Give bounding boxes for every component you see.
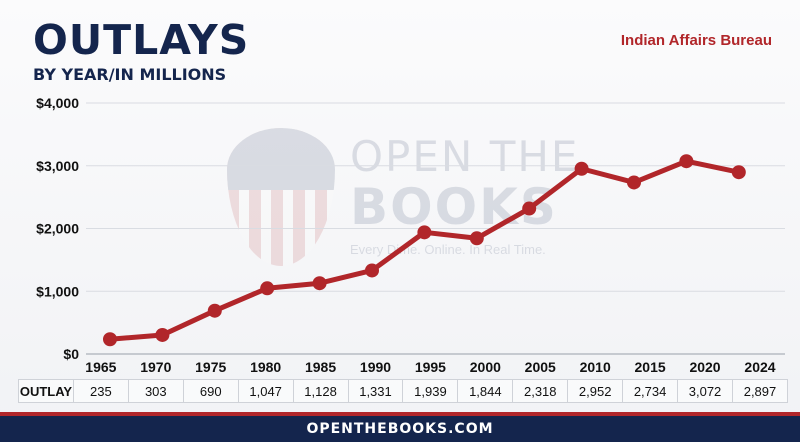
year-label: 2020 [677, 355, 733, 380]
outlay-value: 1,128 [292, 379, 349, 403]
data-point-1995 [417, 225, 432, 240]
agency-label: Indian Affairs Bureau [620, 32, 772, 49]
year-label: 2015 [622, 355, 678, 380]
data-point-1970 [155, 327, 170, 342]
chart-subtitle: BY YEAR/IN MILLIONS [33, 65, 227, 84]
data-point-1990 [365, 263, 379, 278]
year-row: 1965 1970 1975 1980 1985 1990 1995 2000 2005 2010… [18, 355, 788, 380]
outlay-value: 2,952 [567, 379, 624, 403]
outlay-value: 2,318 [512, 379, 569, 403]
outlay-value: 2,734 [622, 379, 679, 403]
year-label: 1985 [293, 355, 349, 380]
outlay-value: 303 [127, 379, 184, 403]
y-tick-label: $2,000 [36, 221, 79, 237]
data-point-1965 [103, 332, 117, 347]
series-line [109, 158, 740, 342]
chart-title: OUTLAYS [33, 16, 250, 64]
data-points [103, 154, 746, 347]
year-label: 1995 [402, 355, 458, 380]
footer-url-link[interactable]: OPENTHEBOOKS.COM [306, 421, 494, 437]
year-label: 1975 [183, 355, 239, 380]
data-point-1975 [207, 303, 222, 318]
outlay-value: 1,844 [457, 379, 514, 403]
data-point-2005 [522, 201, 537, 216]
y-tick-label: $3,000 [36, 158, 79, 174]
outlay-value: 235 [72, 379, 129, 403]
year-label: 2000 [457, 355, 513, 380]
outlay-value: 2,897 [731, 379, 789, 403]
year-label: 1980 [238, 355, 294, 380]
data-table: 1965 1970 1975 1980 1985 1990 1995 2000 2005 2010… [18, 355, 789, 403]
y-tick-labels: $0$1,000$2,000$3,000$4,000 [36, 95, 79, 362]
outlay-value: 1,331 [347, 379, 404, 403]
year-label: 2024 [732, 355, 788, 380]
data-point-2015 [627, 175, 641, 190]
outlay-value: 1,047 [237, 379, 294, 403]
data-point-1985 [312, 276, 327, 291]
year-label: 1965 [73, 355, 129, 380]
outlay-row: OUTLAY 235 303 690 1,047 1,128 1,331 1,939 1,84… [18, 379, 789, 403]
footer-bar: OPENTHEBOOKS.COM [0, 412, 800, 442]
y-tick-label: $1,000 [36, 283, 79, 299]
data-point-1980 [260, 281, 275, 296]
data-point-2020 [679, 154, 694, 169]
row-label: OUTLAY [18, 379, 74, 403]
year-row-spacer [18, 355, 74, 380]
outlay-value: 1,939 [402, 379, 459, 403]
year-label: 2010 [567, 355, 623, 380]
y-tick-label: $4,000 [36, 95, 79, 111]
year-label: 1990 [348, 355, 403, 380]
data-point-2024 [731, 165, 746, 180]
outlay-value: 3,072 [677, 379, 733, 403]
year-label: 1970 [128, 355, 184, 380]
outlay-line [109, 158, 740, 342]
data-point-2000 [469, 231, 484, 246]
gridlines [86, 102, 785, 355]
year-label: 2005 [512, 355, 568, 380]
data-point-2010 [574, 161, 589, 176]
outlay-value: 690 [182, 379, 239, 403]
